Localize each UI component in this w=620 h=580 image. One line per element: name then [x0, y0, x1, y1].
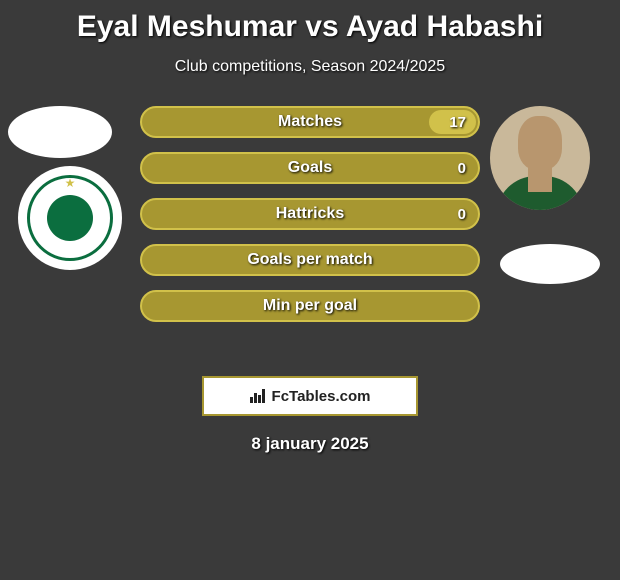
stat-label: Min per goal — [263, 297, 357, 315]
stat-label: Goals per match — [247, 251, 372, 269]
stats-column: Matches 17 Goals 0 Hattricks 0 Goals per… — [140, 106, 480, 336]
player-right-avatar — [490, 106, 590, 210]
stat-row-goals-per-match: Goals per match — [140, 244, 480, 276]
player-left-club-badge: ★ — [18, 166, 122, 270]
club-left-core — [47, 195, 93, 241]
stat-row-hattricks: Hattricks 0 — [140, 198, 480, 230]
footer-brand-text: FcTables.com — [272, 388, 371, 405]
date-label: 8 january 2025 — [0, 434, 620, 454]
stat-value-right: 0 — [458, 160, 466, 177]
bar-chart-icon — [250, 389, 268, 403]
page-subtitle: Club competitions, Season 2024/2025 — [0, 58, 620, 76]
star-icon: ★ — [65, 176, 76, 190]
stat-label: Matches — [278, 113, 342, 131]
stat-row-min-per-goal: Min per goal — [140, 290, 480, 322]
page-title: Eyal Meshumar vs Ayad Habashi — [0, 0, 620, 44]
stat-row-goals: Goals 0 — [140, 152, 480, 184]
footer-brand-badge[interactable]: FcTables.com — [202, 376, 418, 416]
stat-value-right: 0 — [458, 206, 466, 223]
stat-row-matches: Matches 17 — [140, 106, 480, 138]
avatar-right-head — [518, 116, 562, 170]
comparison-area: ★ Matches 17 Goals 0 Hattricks 0 Goals p… — [0, 106, 620, 366]
stat-value-right: 17 — [449, 114, 466, 131]
club-left-ring: ★ — [27, 175, 113, 261]
player-left-avatar — [8, 106, 112, 158]
player-right-club-badge — [500, 244, 600, 284]
stat-label: Hattricks — [276, 205, 344, 223]
stat-label: Goals — [288, 159, 332, 177]
